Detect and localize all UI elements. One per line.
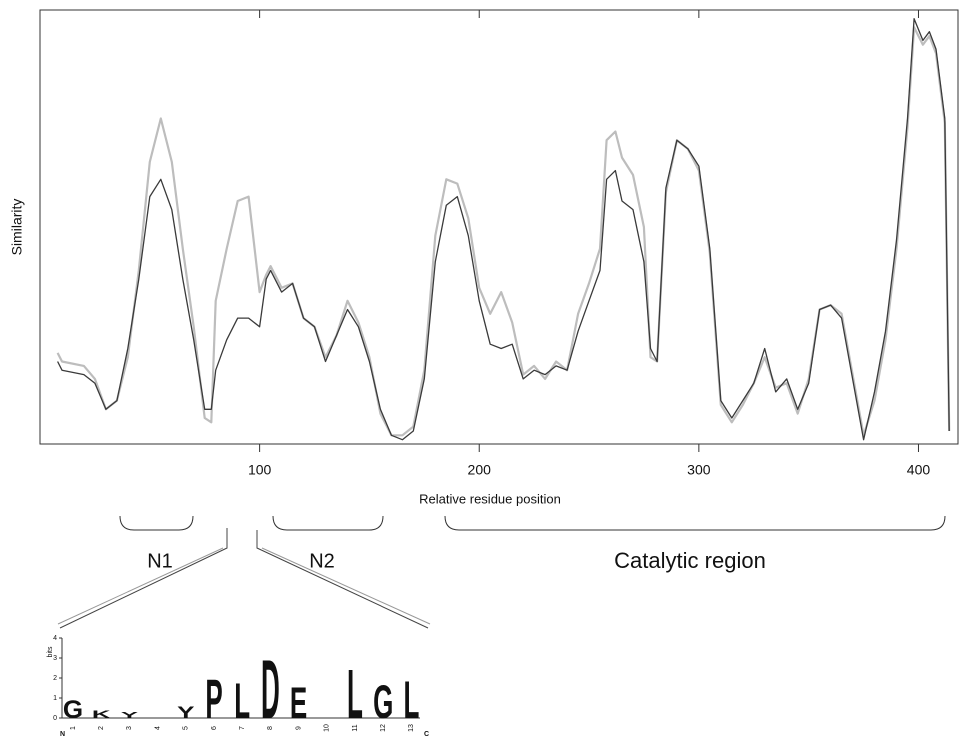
logo-position-label: 7: [239, 726, 246, 730]
logo-position-label: 3: [126, 726, 133, 730]
logo-letter: P: [205, 669, 222, 730]
x-tick-label: 400: [907, 462, 931, 478]
logo-y-tick-label: 0: [53, 715, 57, 722]
logo-letter: G: [373, 677, 393, 729]
connector: [57, 547, 224, 625]
logo-letter: E: [290, 678, 307, 728]
connector: [59, 528, 228, 629]
logo-letter: Y: [121, 711, 139, 720]
logo-position-label: 12: [380, 724, 387, 732]
logo-position-label: 4: [154, 726, 161, 730]
logo-position-label: 10: [324, 724, 331, 732]
region-bracket: [119, 515, 194, 531]
logo-position-label: 11: [352, 724, 359, 731]
plot-frame: [39, 9, 959, 445]
logo-position-label: 5: [183, 726, 190, 730]
logo-letter: K: [92, 709, 112, 721]
logo-letter: L: [347, 657, 363, 734]
logo-position-label: 8: [267, 726, 274, 730]
logo-position-label: 2: [98, 726, 105, 730]
region-label: N1: [147, 550, 173, 572]
logo-letter: L: [403, 670, 419, 730]
logo-y-tick-label: 1: [53, 695, 57, 702]
connector-lines: [57, 528, 431, 629]
x-tick-label: 100: [248, 462, 272, 478]
region-bracket: [444, 515, 946, 531]
region-label: N2: [309, 550, 335, 572]
connector: [261, 547, 431, 625]
logo-y-tick-label: 3: [53, 655, 57, 662]
x-axis-label: Relative residue position: [419, 491, 561, 506]
logo-position-label: 9: [295, 726, 302, 730]
x-tick-label: 200: [468, 462, 492, 478]
x-tick-label: 300: [687, 462, 711, 478]
logo-start: N: [60, 731, 65, 738]
logo-y-tick-label: 2: [53, 675, 57, 682]
y-axis-label: Similarity: [9, 199, 25, 256]
connector: [256, 530, 429, 629]
region-label: Catalytic region: [614, 548, 766, 573]
region-bracket: [272, 515, 384, 531]
logo-end: C: [424, 731, 429, 738]
logo-position-label: 13: [408, 724, 415, 732]
similarity-line: [57, 18, 950, 441]
logo-y-label: bits: [47, 646, 54, 657]
logo-position-label: 6: [211, 726, 218, 730]
similarity-line: [56, 26, 951, 437]
logo-position-label: 1: [70, 726, 77, 730]
logo-letter: G: [63, 696, 83, 723]
logo-letter: L: [234, 674, 250, 729]
logo-letter: D: [261, 644, 280, 737]
logo-letter: Y: [177, 703, 195, 722]
logo-y-tick-label: 4: [53, 635, 57, 642]
